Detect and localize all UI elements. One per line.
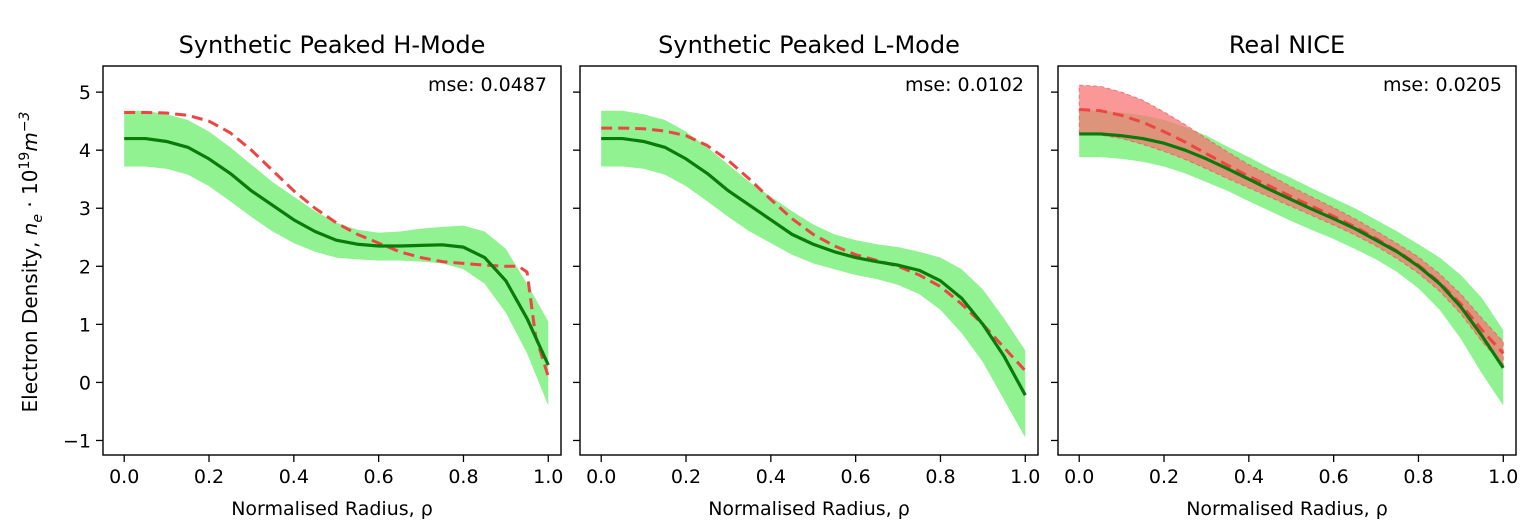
y-tick-label: 0 (79, 372, 91, 394)
mse-annotation: mse: 0.0102 (905, 74, 1024, 96)
x-tick-label: 0.6 (841, 466, 871, 488)
x-tick-label: 1.0 (1010, 466, 1040, 488)
prediction-line (601, 136, 1027, 396)
x-tick-label: 0.8 (1403, 466, 1433, 488)
x-tick-label: 0.4 (756, 466, 786, 488)
y-tick-label: 4 (79, 140, 91, 162)
y-tick-label: 5 (79, 82, 91, 104)
x-tick-label: 1.0 (533, 466, 563, 488)
plot-area (1078, 84, 1505, 406)
x-axis-label: Normalised Radius, ρ (1186, 498, 1388, 520)
x-axis-label: Normalised Radius, ρ (708, 498, 910, 520)
x-tick-label: 0.0 (109, 466, 139, 488)
x-tick-label: 0.8 (448, 466, 478, 488)
x-tick-label: 0.8 (925, 466, 955, 488)
x-tick-label: 0.2 (1149, 466, 1179, 488)
panel-title: Real NICE (1229, 31, 1345, 59)
prediction-uncertainty-band (601, 110, 1026, 438)
y-axis-label: Electron Density, ne · 1019m−3 (17, 112, 46, 413)
x-tick-label: 0.4 (1234, 466, 1264, 488)
mse-annotation: mse: 0.0205 (1383, 74, 1502, 96)
plot-area (124, 110, 550, 406)
reference-line (124, 110, 550, 378)
prediction-line (1079, 132, 1505, 369)
chart-panel-l-mode: 0.0 0.2 0.4 0.6 0.8 1.0 Synthetic Peaked L-Mod… (573, 31, 1040, 520)
mse-annotation: mse: 0.0487 (428, 74, 547, 96)
y-tick-label: 2 (79, 256, 91, 278)
y-tick-label: 1 (79, 314, 91, 336)
x-tick-label: 0.0 (1064, 466, 1094, 488)
chart-panel-real-nice: 0.0 0.2 0.4 0.6 0.8 1.0 Real NICE mse: 0.0205 No… (1051, 31, 1518, 520)
x-tick-label: 1.0 (1488, 466, 1518, 488)
x-tick-label: 0.2 (671, 466, 701, 488)
reference-line (601, 126, 1027, 372)
x-axis-label: Normalised Radius, ρ (231, 498, 433, 520)
y-tick-label: −1 (63, 430, 91, 452)
x-tick-label: 0.6 (1319, 466, 1349, 488)
x-tick-label: 0.6 (364, 466, 394, 488)
panel-title: Synthetic Peaked H-Mode (179, 31, 486, 59)
prediction-line (124, 136, 550, 366)
plot-frame (102, 65, 562, 456)
x-tick-label: 0.0 (586, 466, 616, 488)
x-tick-label: 0.2 (194, 466, 224, 488)
y-tick-label: 3 (79, 198, 91, 220)
plot-area (601, 110, 1027, 438)
plot-frame (1057, 65, 1517, 456)
chart-panel-h-mode: 0.0 0.2 0.4 0.6 0.8 1.0 −1 0 1 2 3 4 5 Synthetic Peak… (63, 31, 563, 520)
reference-uncertainty-band (1078, 84, 1504, 367)
plot-frame (579, 65, 1039, 456)
prediction-uncertainty-band (1079, 110, 1504, 406)
panel-title: Synthetic Peaked L-Mode (658, 31, 960, 59)
x-tick-label: 0.4 (279, 466, 309, 488)
prediction-uncertainty-band (124, 110, 549, 406)
